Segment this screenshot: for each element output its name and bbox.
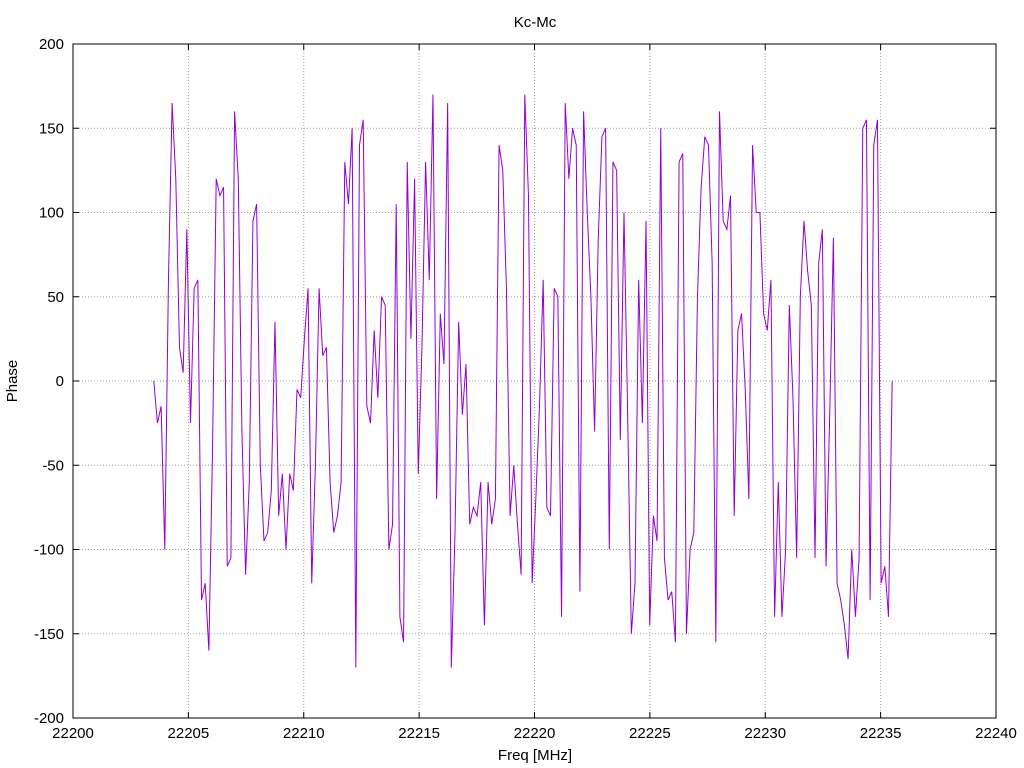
y-tick-label: -100 xyxy=(34,542,64,559)
y-axis-title: Phase xyxy=(4,360,21,403)
x-tick-label: 22225 xyxy=(629,725,671,742)
y-axis-ticks: -200 -150 -100 -50 0 50 100 150 200 xyxy=(34,36,996,727)
x-tick-label: 22220 xyxy=(514,725,556,742)
x-tick-label: 22215 xyxy=(398,725,440,742)
x-tick-label: 22210 xyxy=(283,725,325,742)
x-tick-label: 22230 xyxy=(744,725,786,742)
y-tick-label: 150 xyxy=(39,120,64,137)
y-tick-label: 50 xyxy=(47,289,64,306)
x-tick-label: 22200 xyxy=(52,725,94,742)
y-tick-label: 0 xyxy=(56,373,64,390)
chart-title: Kc-Mc xyxy=(514,14,557,31)
x-axis-ticks: 22200 22205 22210 22215 22220 22225 22230 22235… xyxy=(52,44,1017,742)
phase-series-line xyxy=(153,94,893,668)
x-tick-label: 22240 xyxy=(975,725,1017,742)
y-tick-label: 200 xyxy=(39,36,64,53)
y-tick-label: 100 xyxy=(39,205,64,222)
x-tick-label: 22235 xyxy=(860,725,902,742)
x-tick-label: 22205 xyxy=(168,725,210,742)
x-axis-title: Freq [MHz] xyxy=(498,747,572,764)
y-tick-label: -150 xyxy=(34,626,64,643)
y-tick-label: -200 xyxy=(34,710,64,727)
grid-lines xyxy=(73,44,996,718)
series-layer xyxy=(153,94,893,668)
y-tick-label: -50 xyxy=(42,457,64,474)
